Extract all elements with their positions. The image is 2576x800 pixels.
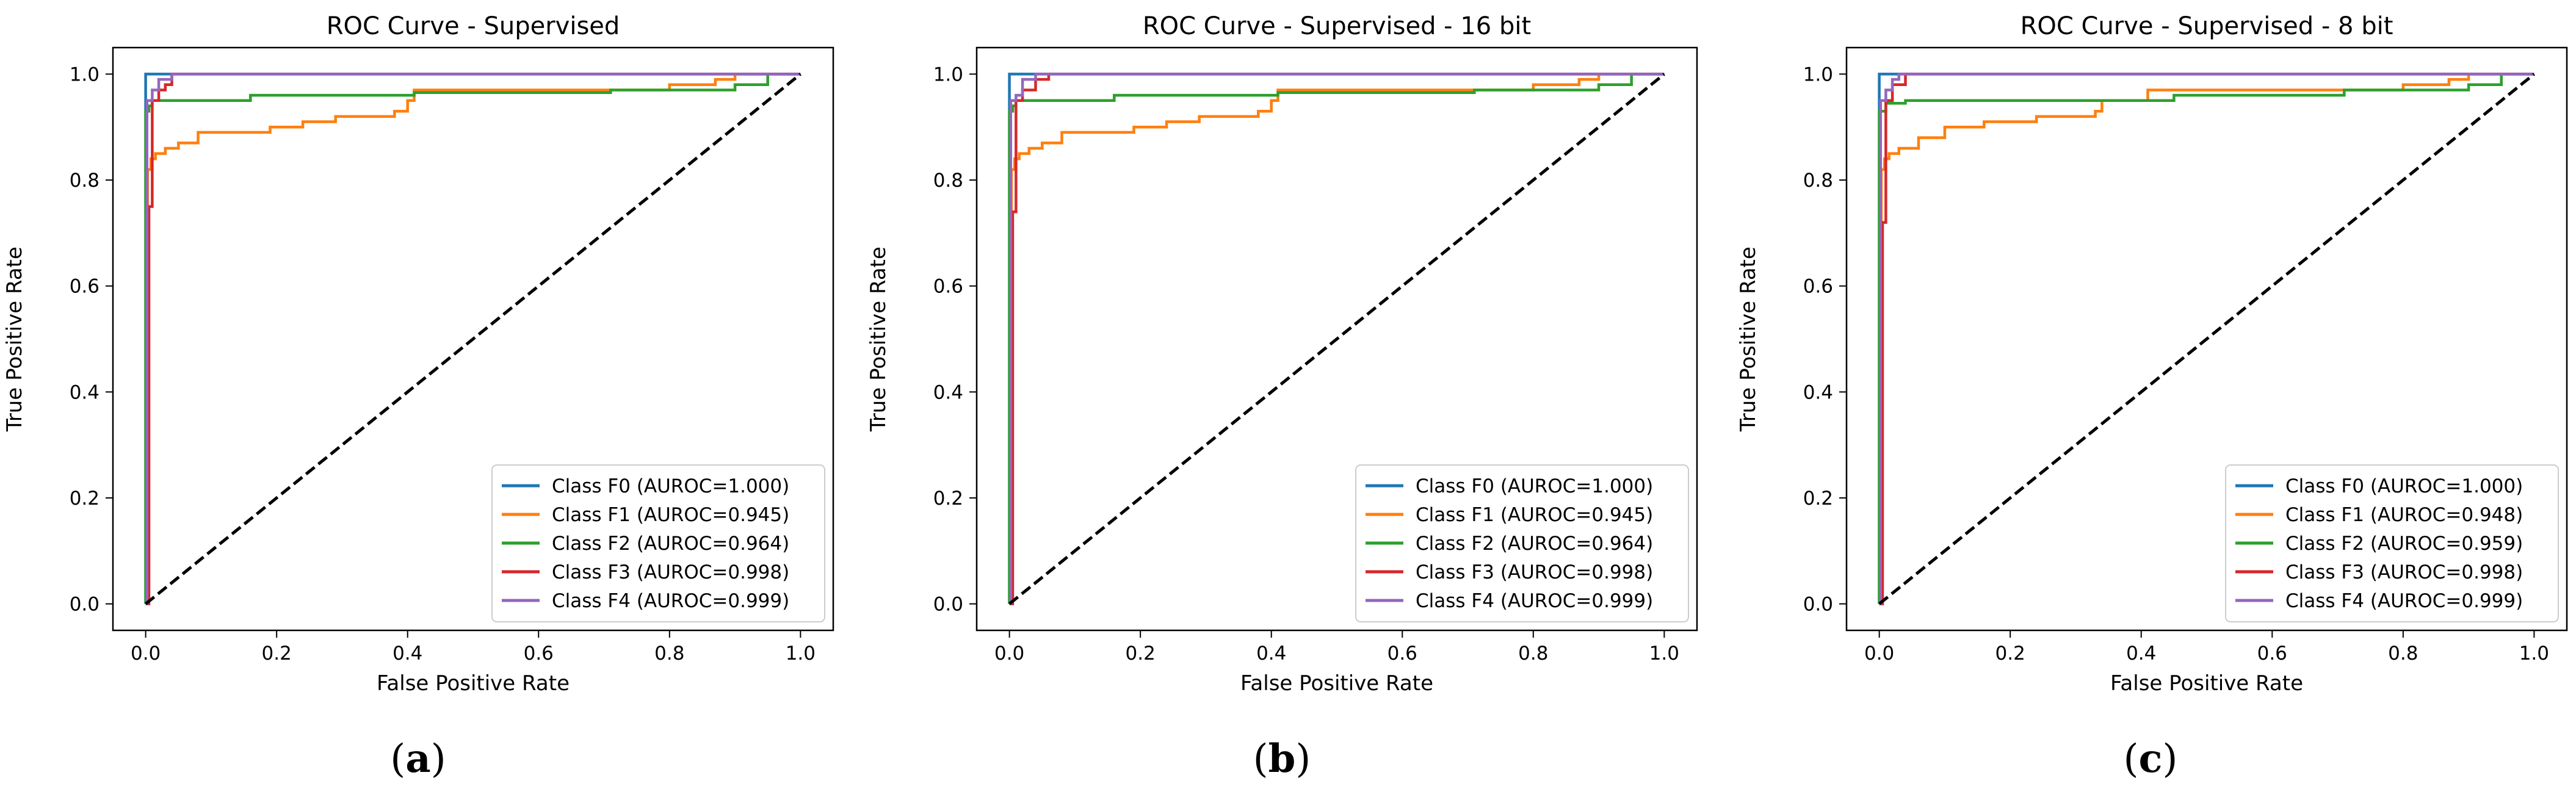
- x-tick-label: 0.2: [1995, 643, 2025, 665]
- y-tick-label: 0.0: [933, 594, 963, 616]
- series-line-4: [1009, 73, 1665, 605]
- x-axis-label: False Positive Rate: [2110, 671, 2303, 696]
- y-tick-label: 0.4: [933, 381, 963, 403]
- y-tick-label: 0.2: [1803, 488, 1833, 510]
- roc-panel-b: ROC Curve - Supervised - 16 bit 0.0 0.2 0.4…: [866, 12, 1698, 782]
- y-tick-label: 0.8: [933, 170, 963, 192]
- x-tick-label: 0.2: [1126, 643, 1156, 665]
- y-axis-label: True Positive Rate: [2, 247, 27, 432]
- legend-label: Class F4 (AUROC=0.999): [1416, 590, 1653, 612]
- axes-frame: [112, 46, 834, 632]
- series-line-3: [1879, 73, 2534, 605]
- series-line-4: [1879, 73, 2534, 605]
- legend-label: Class F3 (AUROC=0.998): [1416, 561, 1653, 583]
- legend-label: Class F2 (AUROC=0.959): [2285, 533, 2523, 555]
- x-tick-label: 0.4: [393, 643, 422, 665]
- series-line-2: [1008, 73, 1665, 604]
- legend-label: Class F4 (AUROC=0.999): [552, 590, 789, 612]
- chance-diagonal-line: [1008, 73, 1665, 605]
- y-axis-label: True Positive Rate: [866, 247, 891, 432]
- x-tick-label: 0.6: [524, 643, 554, 665]
- legend-box: [1355, 464, 1689, 622]
- y-tick-label: 1.0: [933, 63, 963, 85]
- x-tick-label: 0.8: [1518, 643, 1548, 665]
- x-tick-label: 0.6: [2257, 643, 2287, 665]
- series-line-1: [1879, 73, 2534, 605]
- chart-title: ROC Curve - Supervised: [327, 12, 620, 40]
- series-line-2: [144, 73, 801, 604]
- legend-box: [491, 464, 825, 622]
- panel-caption: (c): [2124, 736, 2178, 782]
- y-tick-label: 0.2: [70, 488, 99, 510]
- legend-label: Class F1 (AUROC=0.948): [2285, 504, 2523, 526]
- y-tick-label: 1.0: [1803, 63, 1833, 85]
- legend-label: Class F3 (AUROC=0.998): [2285, 561, 2523, 583]
- y-tick-label: 0.8: [70, 170, 99, 192]
- x-tick-label: 0.0: [131, 643, 161, 665]
- roc-panel-c: ROC Curve - Supervised - 8 bit 0.0 0.2 0.4 0…: [1736, 12, 2568, 782]
- x-axis-label: False Positive Rate: [1240, 671, 1433, 696]
- axes-frame: [975, 46, 1698, 632]
- y-tick-label: 0.0: [1803, 594, 1833, 616]
- x-tick-label: 0.8: [2388, 643, 2418, 665]
- panel-caption: (b): [1253, 736, 1311, 782]
- chart-title: ROC Curve - Supervised - 8 bit: [2021, 12, 2393, 40]
- legend-label: Class F1 (AUROC=0.945): [1416, 504, 1653, 526]
- legend-label: Class F3 (AUROC=0.998): [552, 561, 789, 583]
- legend: Class F0 (AUROC=1.000) Class F1 (AUROC=0.…: [2225, 464, 2559, 622]
- y-tick-label: 0.4: [1803, 381, 1833, 403]
- series-line-3: [145, 73, 801, 605]
- x-tick-label: 1.0: [1649, 643, 1679, 665]
- y-axis-label: True Positive Rate: [1736, 247, 1760, 432]
- chance-diagonal-line: [145, 73, 801, 605]
- x-axis-label: False Positive Rate: [377, 671, 570, 696]
- series-line-4: [145, 73, 801, 605]
- x-tick-label: 0.0: [994, 643, 1024, 665]
- y-tick-label: 0.4: [70, 381, 99, 403]
- x-tick-label: 0.4: [2126, 643, 2156, 665]
- legend-label: Class F0 (AUROC=1.000): [2285, 475, 2523, 497]
- legend: Class F0 (AUROC=1.000) Class F1 (AUROC=0.…: [1355, 464, 1689, 622]
- legend-label: Class F2 (AUROC=0.964): [552, 533, 789, 555]
- x-tick-label: 0.8: [654, 643, 684, 665]
- y-tick-label: 0.6: [933, 276, 963, 298]
- x-tick-label: 1.0: [2519, 643, 2549, 665]
- y-tick-label: 0.2: [933, 488, 963, 510]
- legend-label: Class F1 (AUROC=0.945): [552, 504, 789, 526]
- y-tick-label: 0.8: [1803, 170, 1833, 192]
- legend: Class F0 (AUROC=1.000) Class F1 (AUROC=0.…: [491, 464, 825, 622]
- y-tick-label: 1.0: [70, 63, 99, 85]
- x-tick-label: 0.6: [1387, 643, 1417, 665]
- series-line-1: [1009, 73, 1665, 605]
- x-tick-label: 0.4: [1256, 643, 1286, 665]
- legend-box: [2225, 464, 2559, 622]
- legend-label: Class F2 (AUROC=0.964): [1416, 533, 1653, 555]
- axes-frame: [1845, 46, 2568, 632]
- y-tick-label: 0.0: [70, 594, 99, 616]
- roc-panel-a: ROC Curve - Supervised 0.0 0.2 0.4 0.6 0.8 1.0…: [2, 12, 834, 782]
- legend-label: Class F4 (AUROC=0.999): [2285, 590, 2523, 612]
- series-line-1: [145, 73, 801, 605]
- legend-label: Class F0 (AUROC=1.000): [552, 475, 789, 497]
- x-tick-label: 0.0: [1864, 643, 1894, 665]
- chance-diagonal-line: [1878, 73, 2535, 605]
- x-tick-label: 1.0: [786, 643, 816, 665]
- chart-title: ROC Curve - Supervised - 16 bit: [1143, 12, 1531, 40]
- x-tick-label: 0.2: [262, 643, 292, 665]
- y-tick-label: 0.6: [70, 276, 99, 298]
- legend-label: Class F0 (AUROC=1.000): [1416, 475, 1653, 497]
- y-tick-label: 0.6: [1803, 276, 1833, 298]
- panel-caption: (a): [390, 736, 446, 782]
